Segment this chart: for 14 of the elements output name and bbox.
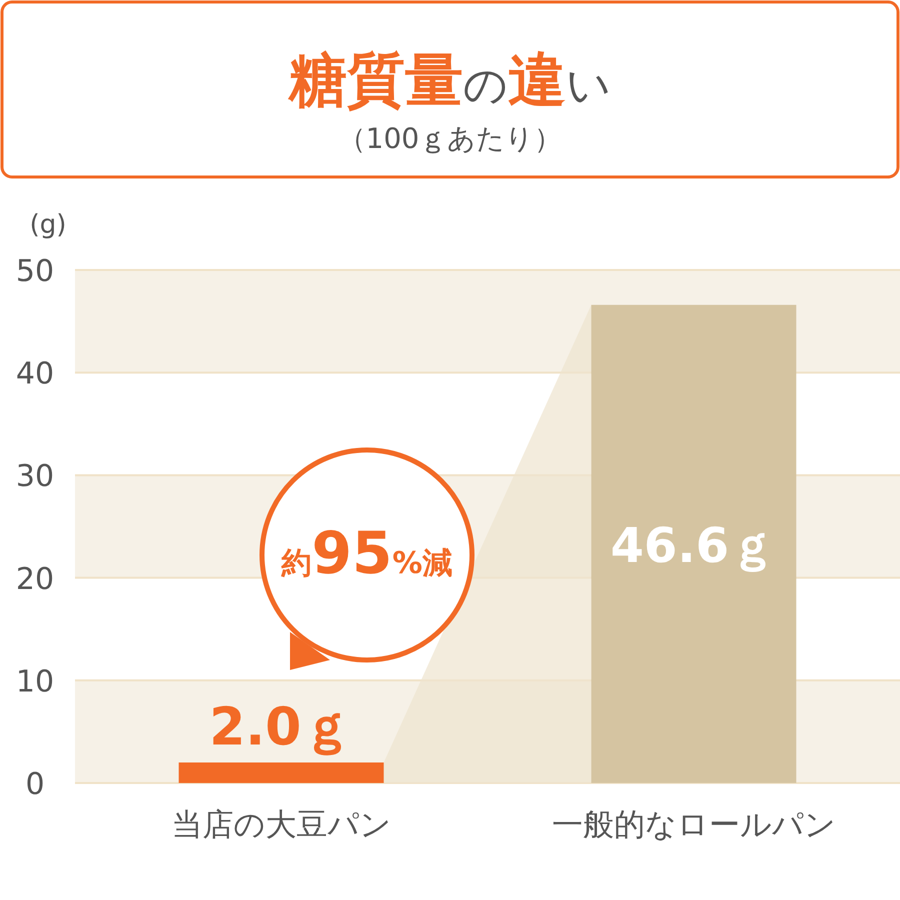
y-tick-label: 50	[16, 254, 54, 289]
y-tick-label: 20	[16, 562, 54, 597]
chart-subtitle: （100ｇあたり）	[338, 122, 562, 155]
data-label: 2.0ｇ	[209, 697, 354, 758]
annotation: 約95%減	[280, 519, 452, 587]
y-tick-label: 40	[16, 356, 54, 392]
y-tick-label: 30	[16, 459, 54, 494]
y-tick-label: 0	[25, 767, 45, 802]
x-tick-label: 一般的なロールパン	[552, 807, 836, 843]
data-label: 46.6ｇ	[610, 518, 777, 574]
x-tick-label: 当店の大豆パン	[171, 807, 392, 843]
y-axis-title: (g)	[30, 210, 66, 240]
chart-title: 糖質量の違い	[287, 46, 611, 114]
y-tick-label: 10	[16, 664, 54, 700]
